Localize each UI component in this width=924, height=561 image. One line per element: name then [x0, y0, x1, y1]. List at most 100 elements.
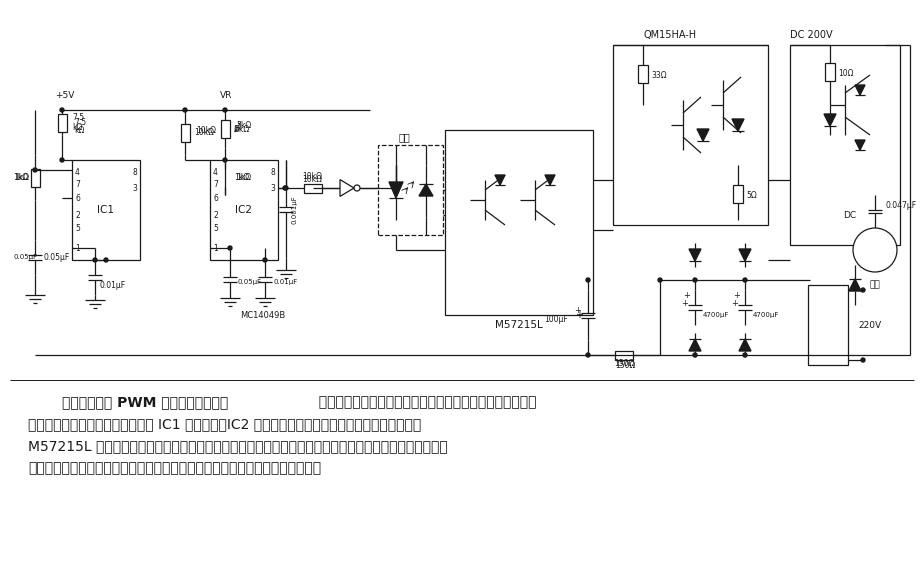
Bar	[445, 130, 593, 315]
Bar	[210, 160, 278, 260]
Text: 1: 1	[75, 243, 79, 252]
Bar	[613, 45, 768, 225]
Polygon shape	[855, 85, 865, 95]
Circle shape	[693, 278, 697, 282]
Text: 2: 2	[75, 210, 79, 219]
Text: 5kΩ: 5kΩ	[236, 121, 251, 130]
Text: 10kΩ: 10kΩ	[194, 128, 214, 137]
Text: 5: 5	[75, 223, 79, 232]
Text: +: +	[682, 298, 688, 307]
Polygon shape	[732, 119, 744, 131]
Text: 10kΩ: 10kΩ	[302, 174, 322, 183]
Bar	[615, 351, 633, 360]
Polygon shape	[739, 249, 751, 261]
Text: 4700μF: 4700μF	[753, 312, 779, 318]
Circle shape	[33, 168, 37, 172]
Text: 0.01μF: 0.01μF	[273, 279, 298, 285]
Text: 0.05μF: 0.05μF	[14, 254, 38, 260]
Text: +: +	[575, 306, 581, 315]
Text: 1kΩ: 1kΩ	[13, 173, 28, 182]
Text: 7: 7	[213, 180, 218, 188]
Circle shape	[354, 185, 360, 191]
Text: 100μF: 100μF	[544, 315, 568, 324]
Text: +: +	[733, 291, 740, 300]
Text: 直流电动机的 PWM 方式斩波控制电路: 直流电动机的 PWM 方式斩波控制电路	[62, 395, 228, 409]
Circle shape	[60, 108, 64, 112]
Bar	[72, 160, 140, 260]
Bar	[180, 123, 189, 141]
Circle shape	[183, 108, 187, 112]
Bar	[790, 45, 900, 245]
Circle shape	[743, 278, 747, 282]
Circle shape	[283, 186, 287, 190]
Text: 7.5
kΩ: 7.5 kΩ	[72, 113, 84, 132]
Text: 7.5: 7.5	[74, 117, 86, 126]
Bar	[733, 185, 743, 203]
Text: kΩ: kΩ	[74, 126, 84, 135]
Text: VR: VR	[220, 90, 232, 99]
Text: IC1: IC1	[98, 205, 115, 215]
Bar	[30, 168, 40, 186]
Bar	[378, 145, 443, 235]
Polygon shape	[545, 175, 555, 185]
Text: 0.047μF: 0.047μF	[885, 200, 916, 209]
Text: 0.01μF: 0.01μF	[100, 280, 126, 289]
Circle shape	[861, 358, 865, 362]
Text: IC2: IC2	[236, 205, 252, 215]
Circle shape	[104, 258, 108, 262]
Text: 7: 7	[75, 180, 79, 188]
Circle shape	[223, 108, 227, 112]
Polygon shape	[689, 339, 701, 351]
Text: 6: 6	[213, 194, 218, 203]
Polygon shape	[340, 180, 354, 196]
Text: 10kΩ: 10kΩ	[302, 172, 322, 181]
Text: 0.05μF: 0.05μF	[44, 253, 70, 262]
Text: 10kΩ: 10kΩ	[196, 126, 216, 135]
Circle shape	[284, 186, 288, 190]
Text: 1kΩ: 1kΩ	[14, 172, 30, 182]
Polygon shape	[739, 339, 751, 351]
Polygon shape	[495, 175, 505, 185]
Bar	[825, 63, 835, 81]
Text: +5V: +5V	[55, 90, 74, 99]
Text: 6: 6	[75, 194, 79, 203]
Text: 10Ω: 10Ω	[838, 68, 854, 77]
Text: 8: 8	[132, 168, 137, 177]
Text: +: +	[683, 291, 690, 300]
Text: DC: DC	[844, 210, 857, 219]
Text: DC 200V: DC 200V	[790, 30, 833, 40]
Circle shape	[743, 353, 747, 357]
Text: 150Ω: 150Ω	[614, 358, 634, 367]
Text: 5Ω: 5Ω	[746, 191, 757, 200]
Text: 3: 3	[132, 183, 137, 192]
Circle shape	[223, 158, 227, 162]
Circle shape	[853, 228, 897, 272]
Text: 光耦: 光耦	[398, 132, 410, 142]
Text: 5kΩ: 5kΩ	[234, 125, 249, 134]
Polygon shape	[849, 279, 861, 291]
Circle shape	[586, 353, 590, 357]
Text: 3: 3	[270, 183, 275, 192]
Text: 0.05μF: 0.05μF	[238, 279, 262, 285]
Bar	[221, 120, 229, 138]
Text: M57215L: M57215L	[495, 320, 543, 330]
Text: 8: 8	[270, 168, 275, 177]
Text: 电时间内，电流通过续流二极管继续流通。由此，可平滑改变直流电动机转速。: 电时间内，电流通过续流二极管继续流通。由此，可平滑改变直流电动机转速。	[28, 461, 322, 475]
Polygon shape	[389, 182, 403, 198]
Circle shape	[586, 278, 590, 282]
Text: +: +	[575, 310, 583, 320]
Polygon shape	[419, 184, 433, 196]
Polygon shape	[855, 140, 865, 150]
Text: +: +	[732, 298, 738, 307]
Text: 0.001μF: 0.001μF	[292, 196, 298, 224]
Text: 1kΩ: 1kΩ	[234, 173, 249, 182]
Text: 150Ω: 150Ω	[614, 361, 635, 370]
Text: M57215L 放大后控制功率晶体管模块。由功率晶体管模块控制加在直流电动机上的电压，在控制通断的断: M57215L 放大后控制功率晶体管模块。由功率晶体管模块控制加在直流电动机上的…	[28, 439, 448, 453]
Text: 5: 5	[213, 223, 218, 232]
Text: 压大小，以此控制电机转速。图中 IC1 是振荡器，IC2 是单稳多谐振荡器。控制信号由混合集成电路: 压大小，以此控制电机转速。图中 IC1 是振荡器，IC2 是单稳多谐振荡器。控制…	[28, 417, 421, 431]
Text: 4700μF: 4700μF	[703, 312, 729, 318]
Text: 1kΩ: 1kΩ	[236, 172, 251, 182]
Text: MC14049B: MC14049B	[240, 310, 286, 320]
Circle shape	[228, 246, 232, 250]
Circle shape	[394, 186, 398, 190]
